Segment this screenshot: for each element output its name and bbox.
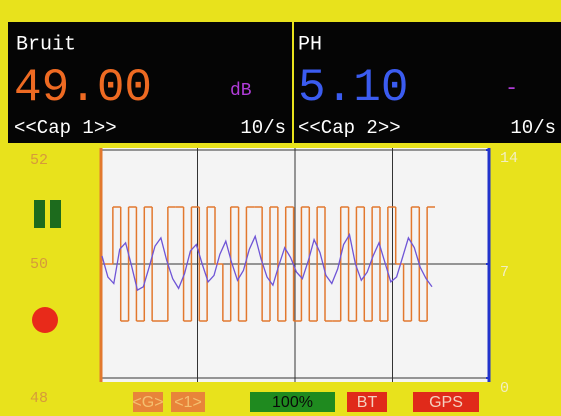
left-tick-label: 52 (30, 152, 48, 169)
control-label: <G> (132, 394, 163, 411)
left-tick-label: 50 (30, 256, 48, 273)
right-value: 5.10 (298, 62, 408, 114)
right-rate: 10/s (510, 117, 556, 139)
left-rate: 10/s (240, 117, 286, 139)
screen: Bruit 49.00 dB <<Cap 1>> 10/s PH 5.10 - … (0, 0, 561, 416)
pause-icon[interactable] (50, 200, 61, 228)
record-button[interactable] (32, 307, 58, 333)
control-label: GPS (429, 394, 463, 411)
right-tick-label: 7 (500, 264, 509, 281)
control-label: 100% (272, 394, 313, 411)
right-tick-label: 0 (500, 380, 509, 397)
control-label: BT (357, 394, 378, 411)
right-tick-label: 14 (500, 150, 518, 167)
left-value: 49.00 (14, 62, 152, 114)
right-title: PH (298, 33, 322, 56)
left-source: <<Cap 1>> (14, 117, 117, 139)
left-unit: dB (230, 81, 252, 101)
control-label: <1> (174, 394, 202, 411)
left-tick-label: 48 (30, 390, 48, 407)
pause-icon[interactable] (34, 200, 45, 228)
control-bar: <G> <1> 100% BT GPS (132, 392, 479, 412)
left-title: Bruit (16, 33, 76, 56)
right-unit: - (505, 76, 518, 101)
right-source: <<Cap 2>> (298, 117, 401, 139)
device-screen: Bruit 49.00 dB <<Cap 1>> 10/s PH 5.10 - … (0, 0, 561, 416)
